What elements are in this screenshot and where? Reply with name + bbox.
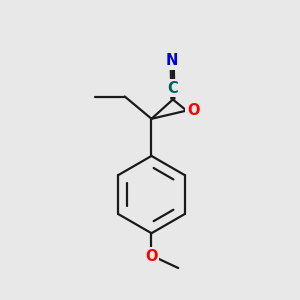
Text: O: O [145, 249, 158, 264]
Text: C: C [167, 81, 178, 96]
Text: N: N [166, 53, 178, 68]
Text: O: O [187, 103, 199, 118]
